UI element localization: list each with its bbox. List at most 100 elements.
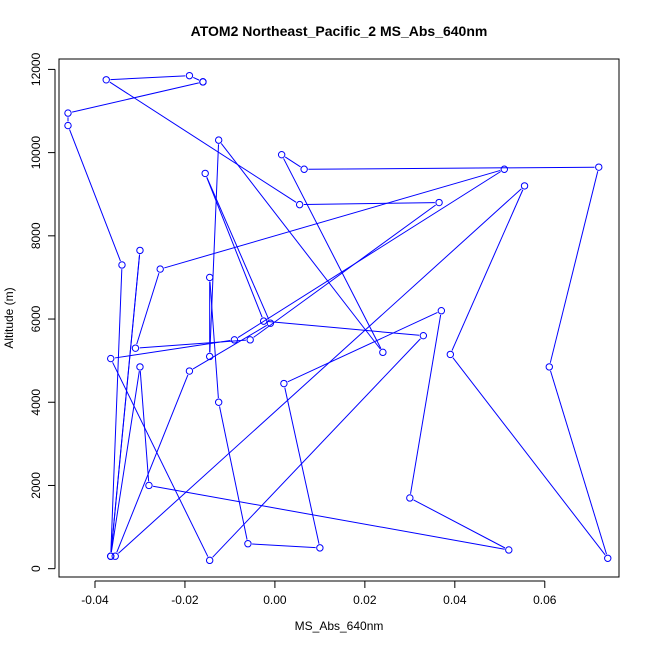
y-tick-label: 10000 xyxy=(29,136,43,170)
data-point xyxy=(379,348,387,357)
series-segment xyxy=(110,75,186,81)
series-segment xyxy=(303,202,435,206)
x-tick-label: -0.02 xyxy=(171,593,199,607)
y-tick-label: 2000 xyxy=(29,472,43,499)
series-segment xyxy=(110,254,141,553)
series-segment xyxy=(139,371,150,482)
series-segment xyxy=(267,321,420,336)
series-segment xyxy=(112,362,209,557)
y-axis-label: Altitude (m) xyxy=(2,287,16,348)
data-point xyxy=(266,319,275,327)
y-tick-label: 12000 xyxy=(29,52,43,86)
data-point xyxy=(520,182,529,190)
data-point xyxy=(437,307,446,315)
series-segment xyxy=(284,387,320,544)
data-point xyxy=(185,71,194,80)
data-point xyxy=(102,76,110,84)
data-point xyxy=(280,379,288,388)
data-point xyxy=(604,554,612,562)
series-segment xyxy=(237,171,502,339)
series-segment xyxy=(192,324,268,370)
series-segment xyxy=(71,82,199,113)
series-segment xyxy=(69,129,121,262)
points-layer xyxy=(64,71,612,565)
series-segment xyxy=(193,76,200,81)
series-segment xyxy=(116,374,189,553)
series-segment xyxy=(209,281,219,399)
data-point xyxy=(259,317,268,325)
series-segment xyxy=(110,370,140,553)
x-tick-label: 0.04 xyxy=(443,593,467,607)
series-segment xyxy=(220,143,381,350)
data-point xyxy=(230,336,239,344)
series-segment xyxy=(164,169,501,269)
series-segment xyxy=(219,406,248,540)
data-point xyxy=(136,246,144,255)
data-point xyxy=(136,363,144,371)
data-point xyxy=(118,261,126,269)
series-segment xyxy=(114,339,231,359)
y-tick-label: 4000 xyxy=(29,389,43,416)
series-segment xyxy=(451,189,524,351)
series-segment xyxy=(118,188,522,554)
series-segment xyxy=(209,144,220,353)
series-segment xyxy=(139,339,247,349)
data-point xyxy=(205,556,214,565)
data-point xyxy=(435,198,443,207)
data-point xyxy=(446,350,455,359)
data-point xyxy=(505,546,513,554)
x-axis: -0.04 -0.02 0.00 0.02 0.04 0.06 xyxy=(81,580,557,607)
data-point xyxy=(199,78,207,86)
data-point xyxy=(145,481,153,490)
data-point xyxy=(419,331,428,340)
data-point xyxy=(277,150,286,159)
data-point xyxy=(406,494,414,502)
data-point xyxy=(64,121,72,130)
data-point xyxy=(244,540,252,548)
y-axis: 0 2000 4000 6000 8000 10000 12000 xyxy=(29,52,56,572)
data-point xyxy=(595,163,603,171)
series-segment xyxy=(413,499,506,549)
x-tick-label: -0.04 xyxy=(81,593,109,607)
data-point xyxy=(295,200,304,209)
data-point xyxy=(156,265,164,273)
series-segment xyxy=(109,81,297,203)
data-point xyxy=(107,552,115,560)
data-point xyxy=(64,109,72,117)
y-tick-label: 8000 xyxy=(29,222,43,249)
series-segment xyxy=(284,156,301,168)
data-point xyxy=(214,136,223,144)
series-segment xyxy=(410,314,442,494)
data-point xyxy=(205,352,214,361)
y-tick-label: 0 xyxy=(29,565,43,572)
data-point xyxy=(107,354,115,363)
data-point xyxy=(316,544,324,552)
data-point xyxy=(214,398,223,406)
plot-frame xyxy=(58,58,620,578)
data-point xyxy=(201,169,209,178)
series-segment xyxy=(253,204,436,338)
series-segment xyxy=(308,166,595,170)
data-point xyxy=(500,165,509,173)
series-segment xyxy=(550,370,608,555)
series-segment xyxy=(136,272,160,345)
series-layer xyxy=(67,75,608,558)
x-tick-label: 0.00 xyxy=(263,593,287,607)
x-tick-label: 0.02 xyxy=(353,593,377,607)
series-segment xyxy=(110,269,123,553)
series-segment xyxy=(549,171,599,363)
chart-title: ATOM2 Northeast_Pacific_2 MS_Abs_640nm xyxy=(191,23,488,39)
series-segment xyxy=(283,158,382,349)
data-point xyxy=(131,344,140,352)
data-point xyxy=(545,363,553,371)
x-tick-label: 0.06 xyxy=(533,593,557,607)
y-tick-label: 6000 xyxy=(29,305,43,332)
data-point xyxy=(185,367,194,375)
data-point xyxy=(205,273,214,282)
series-segment xyxy=(287,312,438,383)
series-segment xyxy=(212,338,421,558)
data-point xyxy=(246,336,254,344)
data-point xyxy=(111,552,119,560)
